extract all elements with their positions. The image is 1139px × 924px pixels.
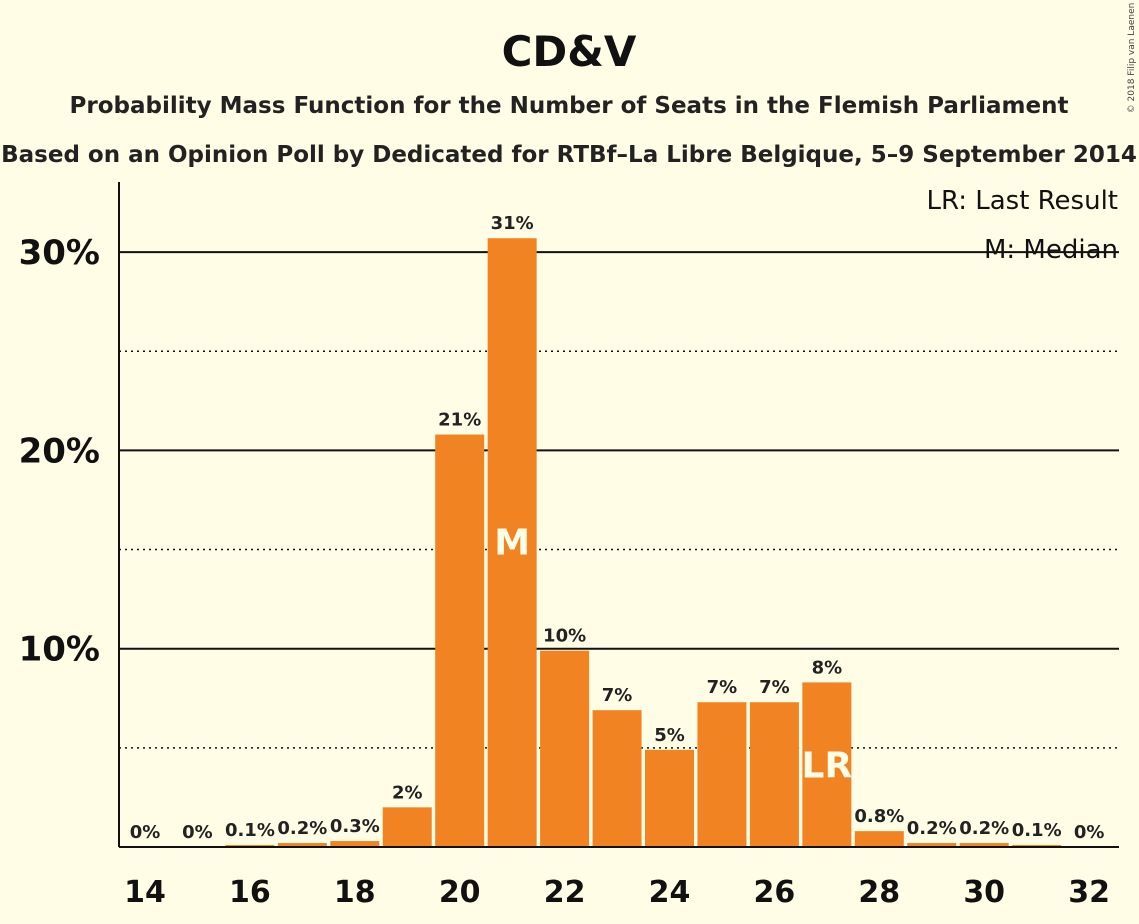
value-label-seat-14: 0% xyxy=(130,822,161,843)
value-label-seat-19: 2% xyxy=(392,782,423,803)
x-tick-label: 32 xyxy=(1068,875,1110,910)
axes-group: 10% 20% 30% 14 16 18 20 22 24 26 28 30 32 xyxy=(19,182,1119,910)
value-label-seat-15: 0% xyxy=(182,822,213,843)
x-tick-label: 30 xyxy=(963,875,1005,910)
bar-seat-20 xyxy=(435,434,485,847)
last-result-marker: LR xyxy=(802,746,853,787)
median-marker: M xyxy=(494,523,530,564)
bar-seat-18 xyxy=(330,841,380,847)
bar-seat-26 xyxy=(749,702,799,847)
value-label-seat-32: 0% xyxy=(1074,822,1105,843)
x-tick-label: 16 xyxy=(229,875,271,910)
x-tick-label: 26 xyxy=(754,875,796,910)
bar-seat-27 xyxy=(802,682,852,847)
x-tick-label: 22 xyxy=(544,875,586,910)
bar-seat-25 xyxy=(697,702,747,847)
x-tick-label: 14 xyxy=(124,875,166,910)
y-tick-label: 30% xyxy=(19,233,100,273)
value-labels-group: 0% 0% 0.1% 0.2% 0.3%2%21%31%10%7%5%7% 7%8%0.8… xyxy=(130,213,1105,843)
legend-median: M: Median xyxy=(984,235,1118,265)
value-label-seat-25: 7% xyxy=(707,677,738,698)
legend-group: LR: Last Result M: Median xyxy=(926,186,1118,265)
value-label-seat-24: 5% xyxy=(654,725,685,746)
value-label-seat-17: 0.2% xyxy=(277,818,327,839)
grid-lines xyxy=(119,251,1119,749)
y-tick-label: 10% xyxy=(19,630,100,670)
value-label-seat-30: 0.2% xyxy=(959,818,1009,839)
bar-seat-24 xyxy=(645,749,694,847)
bars-group xyxy=(225,238,1062,847)
x-tick-label: 28 xyxy=(858,875,900,910)
bar-seat-21 xyxy=(487,238,537,847)
legend-last-result: LR: Last Result xyxy=(926,186,1118,216)
value-label-seat-23: 7% xyxy=(602,685,633,706)
bar-seat-17 xyxy=(277,843,327,847)
value-label-seat-27: 8% xyxy=(812,657,843,678)
x-tick-label: 24 xyxy=(649,875,691,910)
chart-subtitle-2: Based on an Opinion Poll by Dedicated fo… xyxy=(1,142,1137,168)
bar-seat-23 xyxy=(592,710,642,847)
x-tick-label: 20 xyxy=(439,875,481,910)
value-label-seat-16: 0.1% xyxy=(225,820,275,841)
chart-title: CD&V xyxy=(502,27,637,76)
value-label-seat-21: 31% xyxy=(491,213,534,234)
value-label-seat-26: 7% xyxy=(759,677,790,698)
chart-subtitle-1: Probability Mass Function for the Number… xyxy=(70,93,1069,119)
x-tick-label: 18 xyxy=(334,875,376,910)
value-label-seat-29: 0.2% xyxy=(907,818,957,839)
bar-seat-22 xyxy=(540,650,590,847)
value-label-seat-18: 0.3% xyxy=(330,816,380,837)
value-label-seat-28: 0.8% xyxy=(854,806,904,827)
value-label-seat-22: 10% xyxy=(543,626,586,647)
credit-text: © 2018 Filip van Laenen xyxy=(1127,3,1137,114)
y-tick-label: 20% xyxy=(19,431,100,471)
value-label-seat-20: 21% xyxy=(438,410,481,431)
bar-seat-29 xyxy=(907,843,957,847)
bar-seat-28 xyxy=(854,831,904,847)
bar-seat-30 xyxy=(959,843,1009,847)
bar-seat-19 xyxy=(382,807,432,847)
value-label-seat-31: 0.1% xyxy=(1012,820,1062,841)
